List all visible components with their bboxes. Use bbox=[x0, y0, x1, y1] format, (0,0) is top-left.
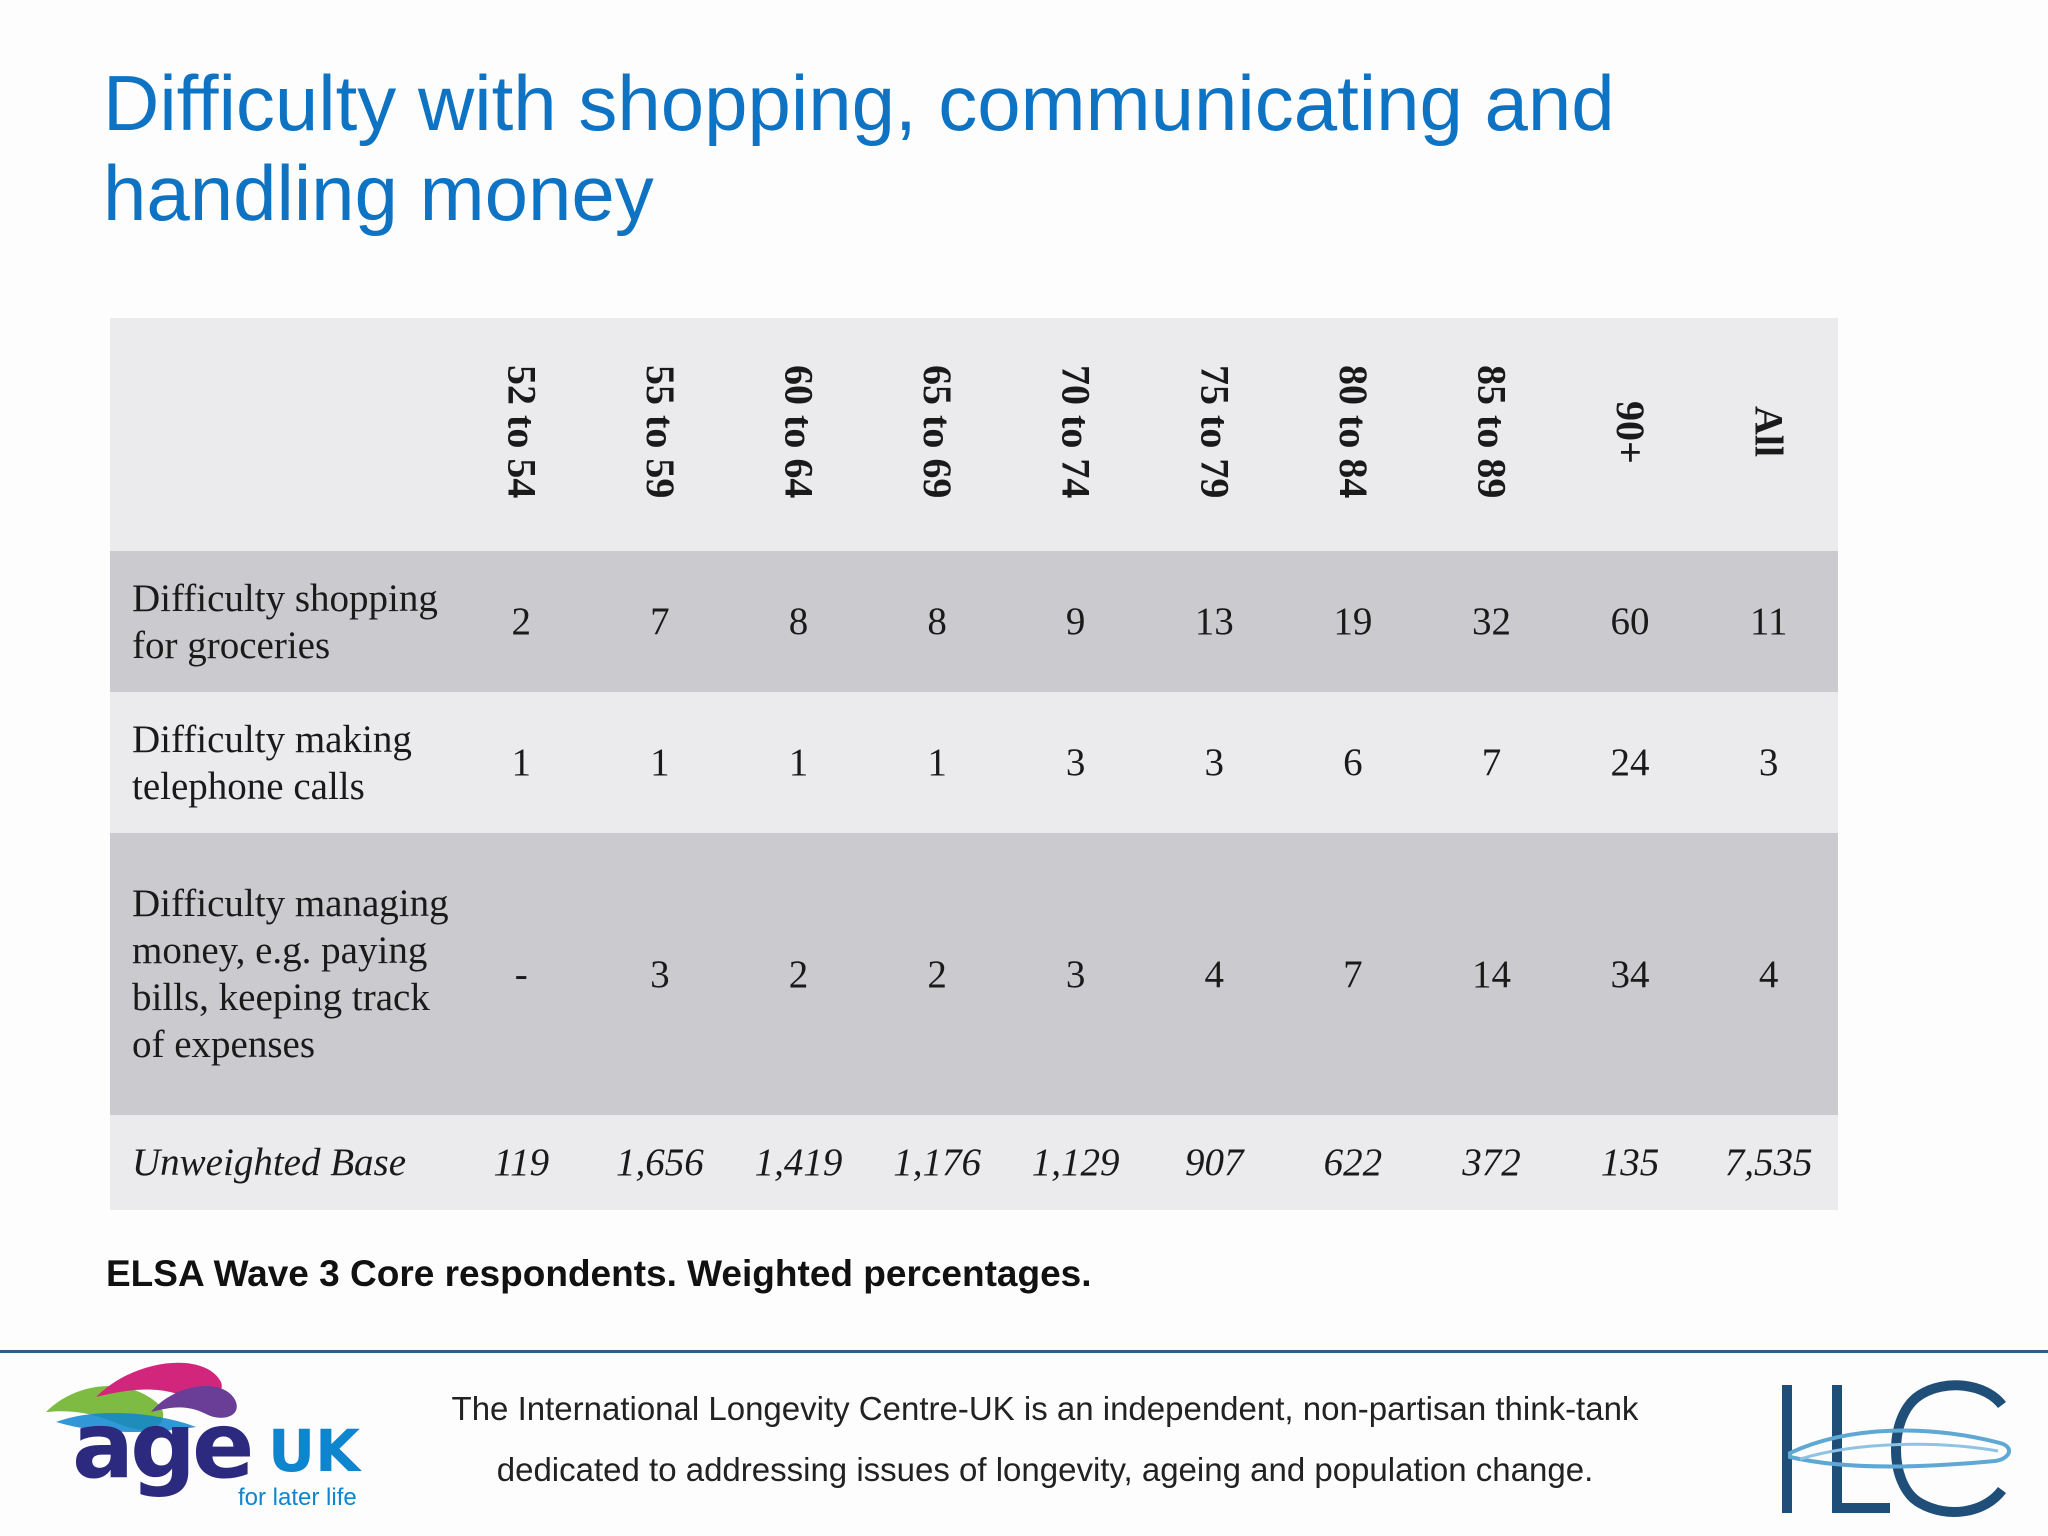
column-header-label: 70 to 74 bbox=[1053, 365, 1099, 499]
table-cell: 3 bbox=[1065, 741, 1086, 784]
column-header-label: All bbox=[1746, 406, 1792, 458]
slide-title: Difficulty with shopping, communicating … bbox=[103, 59, 1615, 237]
table-cell: 3 bbox=[1204, 741, 1225, 784]
footer-line-1: The International Longevity Centre-UK is… bbox=[451, 1390, 1639, 1427]
column-header-label: 85 to 89 bbox=[1469, 365, 1515, 499]
table-cell: 7,535 bbox=[1724, 1141, 1813, 1184]
table-cell: 34 bbox=[1610, 952, 1650, 996]
table-cell: 7 bbox=[650, 600, 670, 643]
table-cell: 4 bbox=[1204, 952, 1225, 996]
ageuk-logo-uk: UK bbox=[268, 1417, 361, 1485]
table-cell: 1,656 bbox=[616, 1141, 704, 1184]
column-header: 52 to 54 bbox=[452, 318, 591, 551]
column-header-label: 65 to 69 bbox=[915, 365, 961, 499]
column-header: 90+ bbox=[1561, 318, 1700, 551]
table-cell: 135 bbox=[1600, 1141, 1660, 1184]
ageuk-swirl-icon bbox=[46, 1362, 237, 1432]
table-cell: 3 bbox=[1065, 952, 1086, 996]
column-header-label: 90+ bbox=[1608, 400, 1654, 464]
column-header: All bbox=[1699, 318, 1838, 551]
table-header-row: 52 to 54 55 to 59 60 to 64 65 to 69 70 t… bbox=[110, 318, 1838, 551]
table-cell: 7 bbox=[1343, 952, 1363, 996]
footer-line-2: dedicated to addressing issues of longev… bbox=[496, 1451, 1594, 1488]
source-note: ELSA Wave 3 Core respondents. Weighted p… bbox=[106, 1253, 1092, 1294]
table-cell: 13 bbox=[1194, 600, 1234, 643]
table-cell: 60 bbox=[1610, 600, 1650, 643]
column-header: 60 to 64 bbox=[729, 318, 868, 551]
table-cell: 1 bbox=[511, 741, 532, 784]
column-header-label: 60 to 64 bbox=[776, 365, 822, 499]
table-cell: - bbox=[514, 952, 528, 996]
table-row: Difficulty managing money, e.g. paying b… bbox=[110, 833, 1838, 1115]
table-cell: 32 bbox=[1471, 600, 1511, 643]
column-header: 75 to 79 bbox=[1145, 318, 1284, 551]
table-cell: 3 bbox=[1758, 741, 1779, 784]
table-cell: 2 bbox=[788, 952, 809, 996]
table-cell: 119 bbox=[493, 1141, 550, 1184]
row-label: Difficulty shopping for groceries bbox=[132, 576, 438, 667]
column-header: 55 to 59 bbox=[591, 318, 730, 551]
column-header: 80 to 84 bbox=[1284, 318, 1423, 551]
column-header-label: 75 to 79 bbox=[1192, 365, 1238, 499]
table-cell: 622 bbox=[1323, 1141, 1383, 1184]
table-cell: 2 bbox=[927, 952, 947, 996]
table-cell: 14 bbox=[1471, 952, 1511, 996]
table-cell: 19 bbox=[1333, 600, 1373, 643]
table-cell: 1,176 bbox=[893, 1141, 981, 1184]
row-label: Difficulty making telephone calls bbox=[132, 717, 412, 808]
footer-description: The International Longevity Centre-UK is… bbox=[380, 1378, 1710, 1500]
table-cell: 6 bbox=[1343, 741, 1363, 784]
table-cell: 372 bbox=[1462, 1141, 1521, 1184]
table-cell: 11 bbox=[1749, 600, 1788, 643]
table-cell: 1,129 bbox=[1031, 1141, 1120, 1184]
table-cell: 8 bbox=[927, 600, 947, 643]
column-header: 85 to 89 bbox=[1422, 318, 1561, 551]
table-cell: 1,419 bbox=[754, 1141, 843, 1184]
row-label: Unweighted Base bbox=[132, 1141, 407, 1184]
table-cell: 24 bbox=[1610, 741, 1650, 784]
column-header: 65 to 69 bbox=[868, 318, 1007, 551]
table-cell: 2 bbox=[511, 600, 532, 643]
column-header: 70 to 74 bbox=[1006, 318, 1145, 551]
difficulty-table: 52 to 54 55 to 59 60 to 64 65 to 69 70 t… bbox=[110, 318, 1838, 1210]
column-header-label: 80 to 84 bbox=[1330, 365, 1376, 499]
header-corner bbox=[110, 318, 452, 551]
ageuk-tagline: for later life bbox=[238, 1484, 357, 1511]
table-cell: 1 bbox=[927, 741, 947, 784]
column-header-label: 52 to 54 bbox=[499, 365, 545, 499]
table-cell: 1 bbox=[650, 741, 670, 784]
column-header-label: 55 to 59 bbox=[637, 365, 683, 499]
row-label: Difficulty managing money, e.g. paying b… bbox=[132, 882, 449, 1066]
table-row: Unweighted Base 119 1,656 1,419 1,176 1,… bbox=[110, 1115, 1838, 1210]
table-cell: 7 bbox=[1481, 741, 1502, 784]
footer-divider bbox=[0, 1350, 2048, 1353]
table-cell: 4 bbox=[1758, 952, 1779, 996]
table-cell: 1 bbox=[788, 741, 809, 784]
table-cell: 3 bbox=[650, 952, 670, 996]
table-cell: 9 bbox=[1065, 600, 1086, 643]
table-cell: 907 bbox=[1185, 1141, 1244, 1184]
ageuk-logo-text: age bbox=[72, 1392, 254, 1499]
ilc-logo-icon bbox=[1782, 1380, 2011, 1517]
table-row: Difficulty shopping for groceries 2 7 8 … bbox=[110, 551, 1838, 692]
table-row: Difficulty making telephone calls 1 1 1 … bbox=[110, 692, 1838, 833]
table-cell: 8 bbox=[788, 600, 809, 643]
